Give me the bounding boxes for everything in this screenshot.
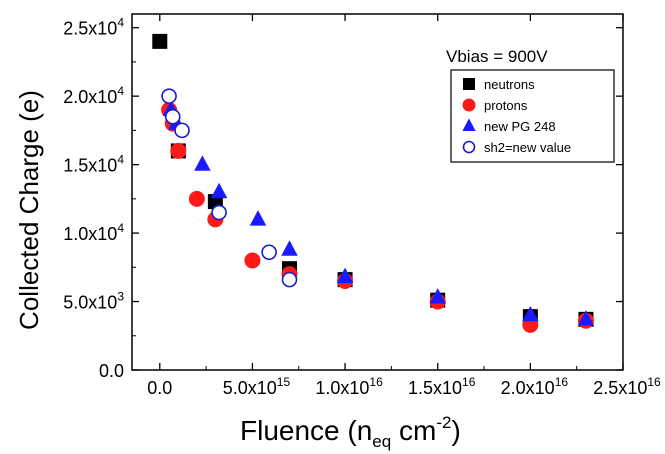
- data-point: [194, 155, 211, 171]
- data-point: [188, 190, 205, 207]
- x-axis-label-end: ): [451, 415, 460, 446]
- x-tick-label-exponent: 16: [462, 375, 476, 389]
- y-tick-label: 0.0: [99, 361, 124, 381]
- data-point: [522, 305, 539, 322]
- y-tick-label: 5.0x103: [63, 290, 124, 313]
- y-tick-label-exponent: 4: [117, 84, 124, 98]
- x-tick-label: 1.0x1016: [315, 375, 383, 398]
- data-point: [261, 244, 277, 261]
- legend-marker: [462, 140, 476, 154]
- y-tick-label-exponent: 4: [117, 153, 124, 167]
- x-tick-label-exponent: 16: [647, 375, 661, 389]
- legend: neutrons protons new PG 248 sh2=new value: [450, 69, 615, 163]
- legend-label: neutrons: [484, 77, 535, 92]
- y-tick-label-exponent: 4: [117, 16, 124, 30]
- x-tick-label-exponent: 16: [369, 375, 383, 389]
- x-tick-label-mantissa: 1.0x10: [315, 378, 369, 398]
- legend-label: sh2=new value: [484, 140, 571, 155]
- y-tick-label-mantissa: 2.0x10: [63, 87, 117, 107]
- data-point: [429, 288, 446, 304]
- y-tick-label: 1.0x104: [63, 221, 124, 244]
- x-tick-label-mantissa: 2.5x10: [593, 378, 647, 398]
- x-tick-label-exponent: 16: [555, 375, 569, 389]
- x-axis-label-main: Fluence (n: [240, 415, 372, 446]
- data-marks: [152, 33, 595, 333]
- x-axis-label-sub: eq: [372, 432, 391, 451]
- y-tick-label-mantissa: 5.0x10: [63, 293, 117, 313]
- x-tick-label-mantissa: 5.0x10: [223, 378, 277, 398]
- x-axis-label-sup: -2: [436, 413, 451, 432]
- x-tick-label-exponent: 15: [277, 375, 291, 389]
- x-tick-label: 0.0: [147, 378, 172, 398]
- legend-marker: [463, 78, 475, 90]
- y-axis-label: Collected Charge (e): [14, 90, 44, 330]
- x-axis-label-mid: cm: [391, 415, 436, 446]
- data-point: [174, 122, 190, 139]
- x-tick-label: 2.0x1016: [501, 375, 569, 398]
- data-point: [170, 142, 187, 159]
- legend-marker: [462, 98, 476, 112]
- data-point: [152, 33, 168, 49]
- y-tick-label-mantissa: 1.5x10: [63, 156, 117, 176]
- x-tick-label: 2.5x1016: [593, 375, 661, 398]
- x-axis-label: Fluence (neq cm-2): [240, 413, 461, 451]
- data-point: [577, 310, 595, 326]
- data-point: [281, 271, 298, 288]
- x-tick-label: 5.0x1015: [223, 375, 291, 398]
- data-point: [211, 204, 227, 221]
- y-tick-label: 2.5x104: [63, 16, 124, 39]
- legend-box: [450, 69, 615, 163]
- data-point: [281, 240, 298, 256]
- legend-label: protons: [484, 98, 528, 113]
- plot-area: [131, 13, 624, 371]
- series-sh2-new-value: [161, 88, 298, 288]
- axis-ticks: 0.0 5.0x1015 1.0x1016 1.5x1016 2.0x1016 2.5x1…: [63, 14, 661, 398]
- x-tick-label: 1.5x1016: [408, 375, 476, 398]
- data-point: [249, 210, 267, 226]
- y-tick-label-mantissa: 2.5x10: [63, 19, 117, 39]
- legend-label: new PG 248: [484, 119, 556, 134]
- data-point: [161, 88, 177, 104]
- bias-annotation: Vbias = 900V: [446, 47, 548, 66]
- y-tick-label: 2.0x104: [63, 84, 124, 107]
- x-tick-label-mantissa: 1.5x10: [408, 378, 462, 398]
- data-point: [210, 182, 228, 199]
- plot-frame: [131, 13, 624, 371]
- legend-marker: [462, 118, 476, 131]
- y-tick-label-exponent: 4: [117, 221, 124, 235]
- y-tick-label-exponent: 3: [117, 290, 124, 304]
- data-point: [244, 252, 261, 269]
- data-point: [164, 108, 181, 125]
- y-tick-label-mantissa: 1.0x10: [63, 224, 117, 244]
- x-tick-label-mantissa: 2.0x10: [501, 378, 555, 398]
- data-point: [336, 267, 354, 284]
- y-tick-label: 1.5x104: [63, 153, 124, 176]
